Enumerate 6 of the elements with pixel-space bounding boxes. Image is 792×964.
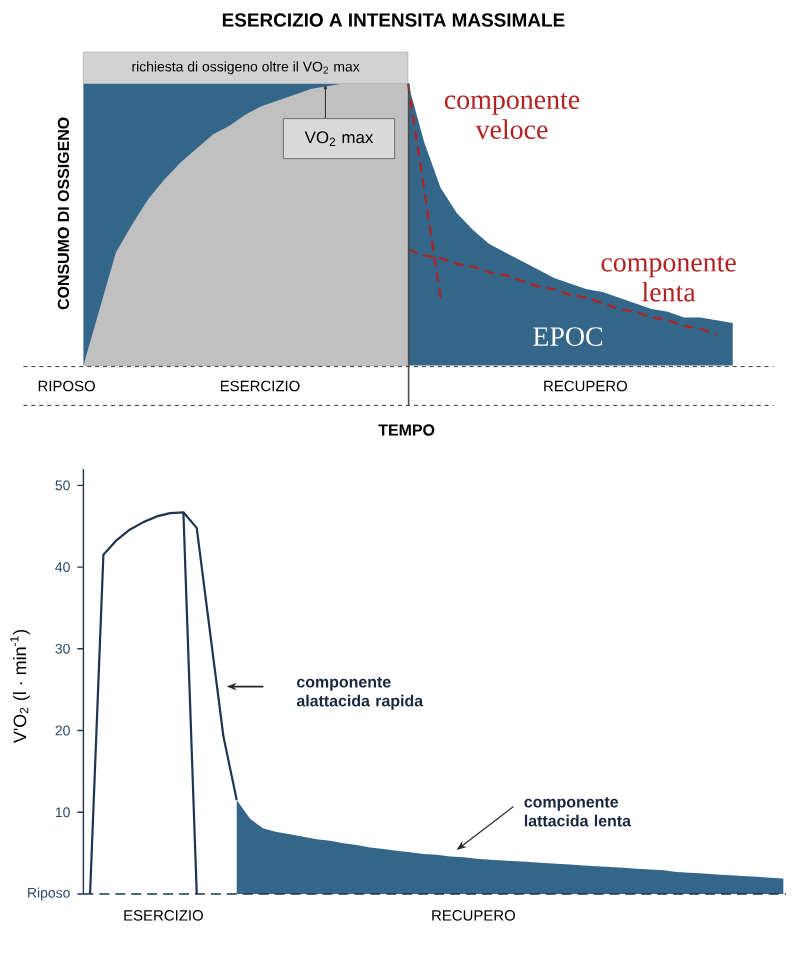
annotation: componente veloce <box>444 93 580 139</box>
y-axis-title: V'O$_{2}$ (l · min$^{-1}$) <box>10 629 30 744</box>
annotation: EPOC <box>533 327 603 346</box>
chart-title: ESERCIZIO A INTENSITA MASSIMALE <box>222 13 565 27</box>
annotation: componente lenta <box>601 255 736 302</box>
annotation: VO$_{2}$ max <box>304 131 374 146</box>
